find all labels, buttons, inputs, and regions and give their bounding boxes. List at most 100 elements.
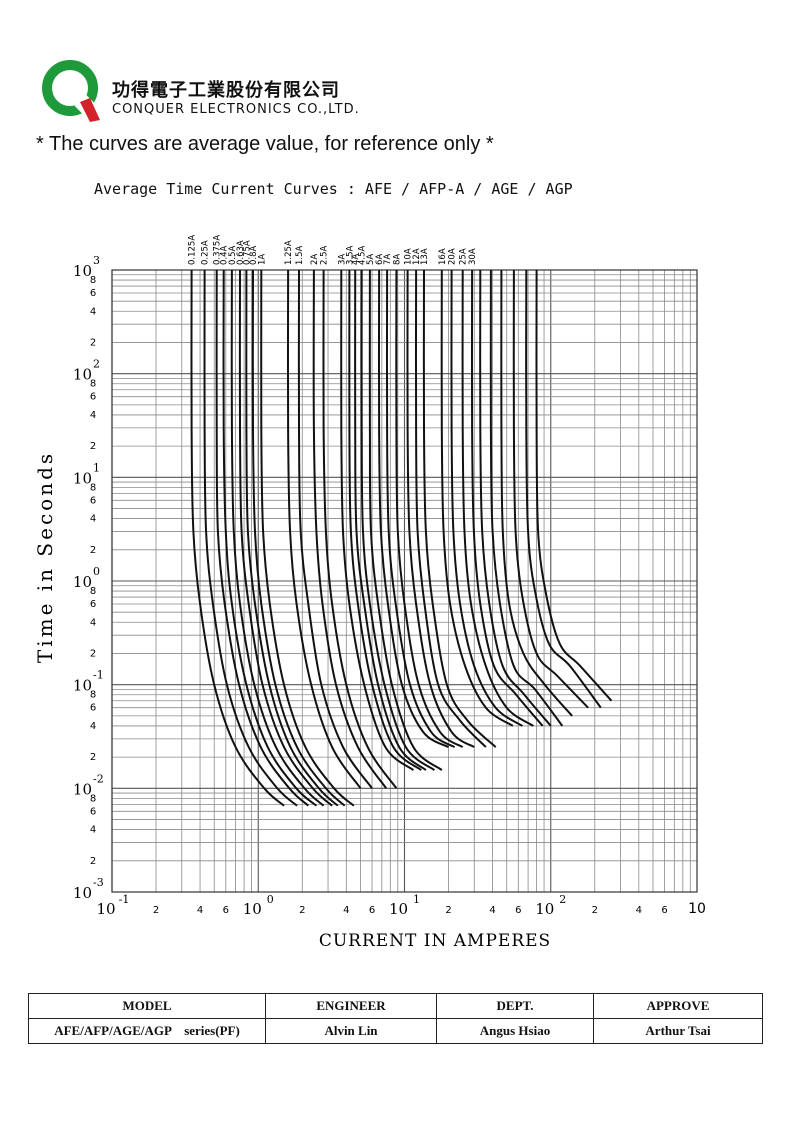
signoff-table: MODEL ENGINEER DEPT. APPROVE AFE/AFP/AGE…	[28, 993, 763, 1044]
fuse-curve	[190, 269, 285, 807]
series-label: 2.5A	[320, 245, 330, 265]
series-label: 3.5A	[345, 245, 355, 265]
fuse-curve	[470, 269, 544, 727]
x-tick-label: 2	[299, 905, 305, 916]
x-tick-label: 4	[197, 905, 203, 916]
x-tick-label: 4	[636, 905, 642, 916]
fuse-curve	[238, 269, 333, 807]
series-label: 0.75A	[242, 240, 252, 265]
model-header: MODEL	[28, 993, 266, 1019]
y-tick-exponent: 1	[93, 461, 100, 474]
signoff-header-row: MODEL ENGINEER DEPT. APPROVE	[28, 993, 763, 1019]
series-label: 0.125A	[188, 235, 198, 265]
y-tick-label: 4	[90, 721, 96, 732]
series-label: 0.25A	[201, 240, 211, 265]
x-tick-label: 6	[661, 905, 667, 916]
series-label: 3A	[337, 254, 347, 265]
y-tick-label: 6	[90, 599, 96, 610]
approve-value: Arthur Tsai	[593, 1018, 763, 1044]
engineer-header: ENGINEER	[265, 993, 437, 1019]
y-tick-label: 10	[73, 780, 92, 798]
fuse-curve	[440, 269, 514, 727]
series-label: 25A	[459, 248, 469, 265]
x-tick-label: 6	[369, 905, 375, 916]
fuse-curve	[512, 269, 589, 709]
fuse-curve	[377, 269, 450, 748]
fuse-curve	[395, 269, 464, 748]
fuse-curve	[385, 269, 456, 748]
fuse-curve	[500, 269, 573, 717]
series-label: 4.5A	[358, 245, 368, 265]
y-tick-label: 8	[90, 482, 96, 493]
chart-curves	[190, 269, 613, 807]
dept-value: Angus Hsiao	[436, 1018, 594, 1044]
company-logo-icon	[42, 60, 100, 122]
x-tick-label: 10	[389, 900, 408, 918]
chart-series-labels: 0.125A 0.25A 0.375A0.4A0.5A0.63A0.75A0.8A1…	[188, 235, 479, 265]
y-tick-label: 8	[90, 586, 96, 597]
plot-frame	[111, 269, 698, 893]
engineer-value: Alvin Lin	[265, 1018, 437, 1044]
fuse-curve	[489, 269, 564, 727]
fuse-curve	[245, 269, 339, 807]
chart-title: Average Time Current Curves : AFE / AFP-…	[94, 180, 573, 198]
company-header: 功得電子工業股份有限公司 CONQUER ELECTRONICS CO.,LTD…	[40, 58, 380, 124]
series-label: 30A	[468, 248, 478, 265]
fuse-curve	[348, 269, 422, 771]
series-label: 16A	[438, 248, 448, 265]
x-tick-label: 2	[592, 905, 598, 916]
y-tick-label: 6	[90, 392, 96, 403]
series-label: 1A	[257, 254, 267, 265]
series-label: 0.63A	[236, 240, 246, 265]
y-tick-label: 2	[90, 856, 96, 867]
fuse-curve	[360, 269, 436, 771]
x-tick-label: 6	[223, 905, 229, 916]
y-tick-label: 4	[90, 514, 96, 525]
x-axis-label: CURRENT IN AMPERES	[319, 931, 551, 951]
fuse-curve	[340, 269, 415, 771]
series-label: 12A	[412, 248, 422, 265]
fuse-curve	[297, 269, 373, 789]
series-label: 7A	[383, 254, 393, 265]
series-label: 20A	[448, 248, 458, 265]
fuse-curve	[286, 269, 362, 789]
x-tick-label: 2	[153, 905, 159, 916]
y-tick-exponent: -1	[93, 669, 104, 682]
model-value: AFE/AFP/AGE/AGP series(PF)	[28, 1018, 266, 1044]
x-tick-label: 10	[535, 900, 554, 918]
series-label: 4A	[351, 254, 361, 265]
series-label: 2A	[310, 254, 320, 265]
y-tick-label: 2	[90, 545, 96, 556]
fuse-curve	[222, 269, 318, 807]
y-tick-label: 10	[73, 573, 92, 591]
series-label: 0.5A	[228, 245, 238, 265]
fuse-curve	[260, 269, 355, 807]
y-tick-label: 10	[73, 884, 92, 902]
series-label: 10A	[404, 248, 414, 265]
chart-grid	[111, 269, 698, 893]
approve-header: APPROVE	[593, 993, 763, 1019]
x-tick-label: 4	[343, 905, 349, 916]
x-tick-label: 10	[243, 900, 262, 918]
fuse-curve	[322, 269, 398, 789]
fuse-curve	[450, 269, 523, 727]
y-tick-label: 2	[90, 752, 96, 763]
y-tick-label: 2	[90, 648, 96, 659]
y-tick-label: 4	[90, 825, 96, 836]
company-name-english: CONQUER ELECTRONICS CO.,LTD.	[112, 102, 360, 117]
series-label: 5A	[366, 254, 376, 265]
fuse-curve	[230, 269, 325, 807]
fuse-curve	[368, 269, 443, 771]
fuse-curve	[312, 269, 388, 789]
fuse-curve	[251, 269, 346, 807]
y-tick-label: 10	[73, 366, 92, 384]
signoff-value-row: AFE/AFP/AGE/AGP series(PF) Alvin Lin Ang…	[28, 1018, 763, 1044]
series-label: 0.8A	[249, 245, 259, 265]
x-tick-exponent: 0	[267, 893, 274, 906]
y-tick-label: 4	[90, 617, 96, 628]
y-tick-exponent: 0	[93, 565, 100, 578]
y-tick-label: 8	[90, 690, 96, 701]
x-tick-label: 10	[96, 900, 115, 918]
